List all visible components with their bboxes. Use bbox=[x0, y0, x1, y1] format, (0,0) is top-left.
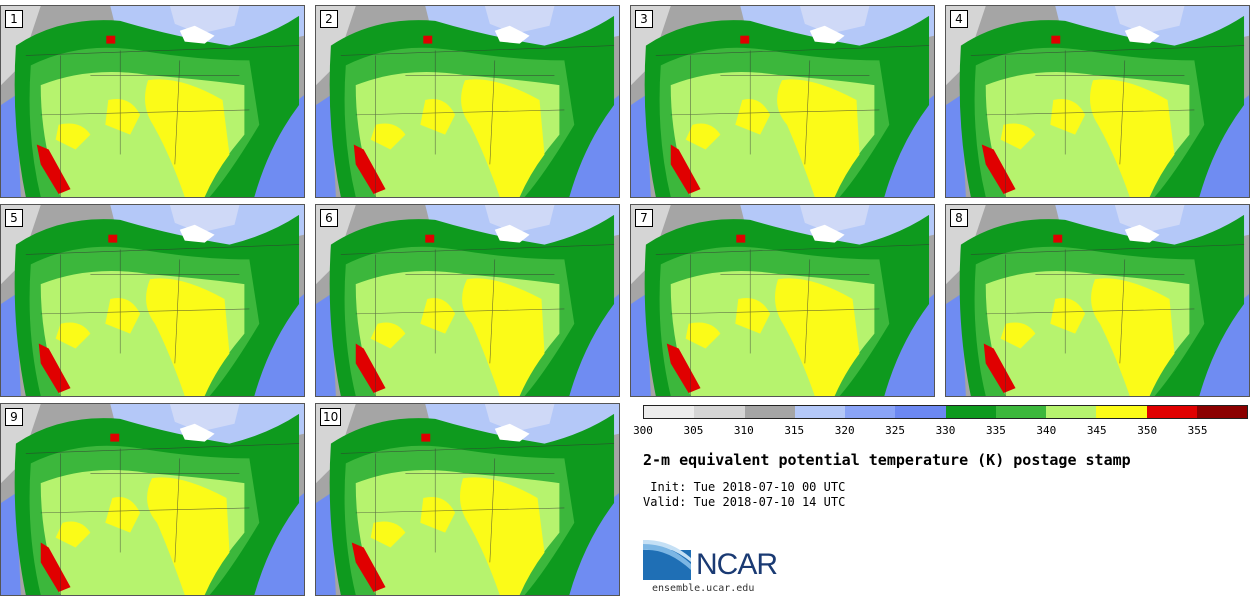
ensemble-member-map: 5 bbox=[0, 204, 305, 397]
map-image bbox=[631, 205, 934, 396]
figure-title: 2-m equivalent potential temperature (K)… bbox=[643, 451, 1131, 469]
ensemble-member-map: 6 bbox=[315, 204, 620, 397]
colorbar-segment bbox=[794, 406, 845, 418]
colorbar-segment bbox=[694, 406, 745, 418]
colorbar-tick-label: 330 bbox=[935, 424, 956, 437]
colorbar-segment bbox=[644, 406, 695, 418]
map-image bbox=[946, 205, 1249, 396]
member-number-label: 3 bbox=[635, 10, 653, 28]
map-image bbox=[1, 404, 304, 595]
ensemble-member-map: 1 bbox=[0, 5, 305, 198]
ensemble-member-map: 9 bbox=[0, 403, 305, 596]
colorbar-tick-label: 325 bbox=[885, 424, 906, 437]
colorbar-tick-label: 315 bbox=[784, 424, 805, 437]
colorbar-tick-label: 335 bbox=[985, 424, 1006, 437]
colorbar-segment bbox=[845, 406, 896, 418]
colorbar-tick-label: 305 bbox=[683, 424, 704, 437]
map-image bbox=[946, 6, 1249, 197]
init-time: Init: Tue 2018-07-10 00 UTC bbox=[643, 480, 846, 494]
map-image bbox=[631, 6, 934, 197]
member-number-label: 10 bbox=[320, 408, 342, 426]
map-image bbox=[316, 404, 619, 595]
member-number-label: 1 bbox=[5, 10, 23, 28]
colorbar-tick-label: 350 bbox=[1137, 424, 1158, 437]
member-number-label: 8 bbox=[950, 209, 968, 227]
ncar-logo-icon bbox=[643, 540, 691, 580]
member-number-label: 5 bbox=[5, 209, 23, 227]
member-number-label: 7 bbox=[635, 209, 653, 227]
member-number-label: 6 bbox=[320, 209, 338, 227]
colorbar-segment bbox=[744, 406, 795, 418]
valid-time: Valid: Tue 2018-07-10 14 UTC bbox=[643, 495, 846, 509]
map-image bbox=[316, 6, 619, 197]
colorbar-tick-label: 355 bbox=[1187, 424, 1208, 437]
colorbar-segment bbox=[1146, 406, 1197, 418]
colorbar-segment bbox=[1046, 406, 1097, 418]
colorbar-tick-label: 310 bbox=[733, 424, 754, 437]
ensemble-member-map: 2 bbox=[315, 5, 620, 198]
colorbar-segment bbox=[1196, 406, 1247, 418]
colorbar-tick-label: 340 bbox=[1036, 424, 1057, 437]
site-url: ensemble.ucar.edu bbox=[652, 583, 755, 594]
colorbar bbox=[643, 405, 1248, 419]
colorbar-segment bbox=[945, 406, 996, 418]
ensemble-member-map: 7 bbox=[630, 204, 935, 397]
map-image bbox=[1, 6, 304, 197]
ensemble-member-map: 3 bbox=[630, 5, 935, 198]
ensemble-member-map: 10 bbox=[315, 403, 620, 596]
map-image bbox=[1, 205, 304, 396]
ensemble-member-map: 8 bbox=[945, 204, 1250, 397]
colorbar-tick-label: 320 bbox=[834, 424, 855, 437]
member-number-label: 9 bbox=[5, 408, 23, 426]
colorbar-segment bbox=[895, 406, 946, 418]
colorbar-segment bbox=[995, 406, 1046, 418]
colorbar-segment bbox=[1096, 406, 1147, 418]
map-image bbox=[316, 205, 619, 396]
logo-wordmark: NCAR bbox=[696, 548, 778, 581]
colorbar-tick-label: 345 bbox=[1086, 424, 1107, 437]
ensemble-member-map: 4 bbox=[945, 5, 1250, 198]
member-number-label: 4 bbox=[950, 10, 968, 28]
member-number-label: 2 bbox=[320, 10, 338, 28]
colorbar-tick-label: 300 bbox=[633, 424, 653, 437]
